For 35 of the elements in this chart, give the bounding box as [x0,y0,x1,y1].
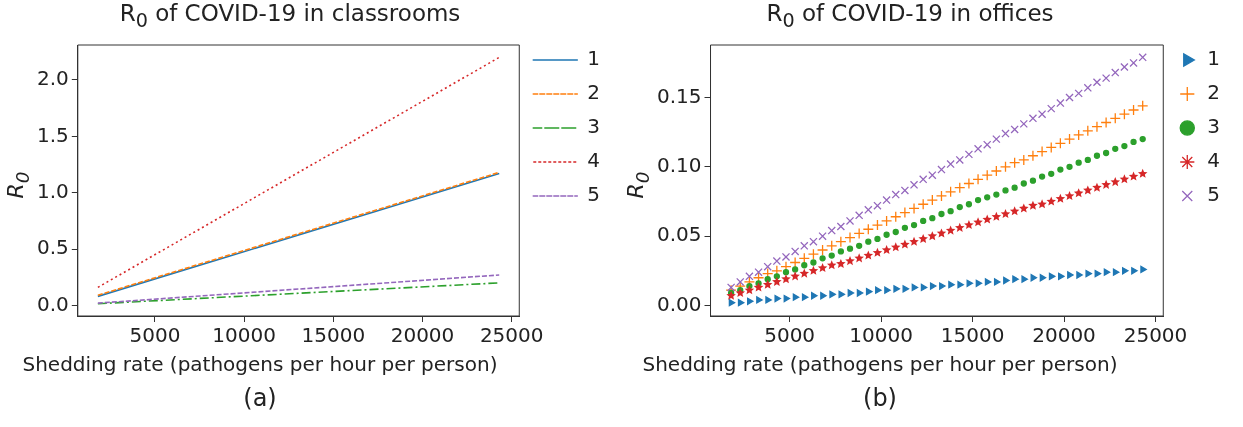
x-tick-label: 15000 [940,323,1005,348]
y-tick-label: 0.15 [657,83,702,108]
legend-label: 1 [587,46,601,71]
legend-label: 5 [1207,182,1221,207]
x-tick-label: 5000 [764,323,816,348]
chart-title: R$_{0}$ of COVID-19 in classrooms [118,0,462,32]
legend-label: 2 [1207,80,1221,105]
x-tick-label: 25000 [479,323,544,348]
legend-label: 3 [587,114,601,139]
legend-label: 3 [1207,114,1221,139]
x-tick-label: 25000 [1123,323,1188,348]
x-tick-label: 20000 [390,323,455,348]
chart-title: R$_{0}$ of COVID-19 in offices [765,0,1055,32]
x-tick-label: 5000 [129,323,181,348]
x-tick-label: 10000 [212,323,276,348]
y-tick-label: 0.0 [36,291,69,316]
y-tick-label: 0.10 [657,153,702,178]
y-tick-label: 1.5 [36,122,69,147]
y-tick-label: 2.0 [36,66,69,91]
text: (a) [242,384,278,412]
x-axis-title: Shedding rate (pathogens per hour per person) [641,352,1119,376]
x-axis-title: Shedding rate (pathogens per hour per person) [21,352,499,376]
legend-label: 4 [587,148,601,173]
y-tick-label: 0.05 [657,222,702,247]
x-tick-label: 15000 [301,323,366,348]
legend-label: 2 [587,80,601,105]
y-tick-label: 0.5 [36,235,69,260]
legend-label: 1 [1207,46,1221,71]
x-tick-label: 10000 [849,323,913,348]
x-tick-label: 20000 [1032,323,1096,348]
legend-label: 5 [587,182,601,207]
y-tick-label: 1.0 [36,178,69,203]
text: (b) [862,384,898,412]
legend-label: 4 [1207,148,1221,173]
y-tick-label: 0.00 [657,291,702,316]
